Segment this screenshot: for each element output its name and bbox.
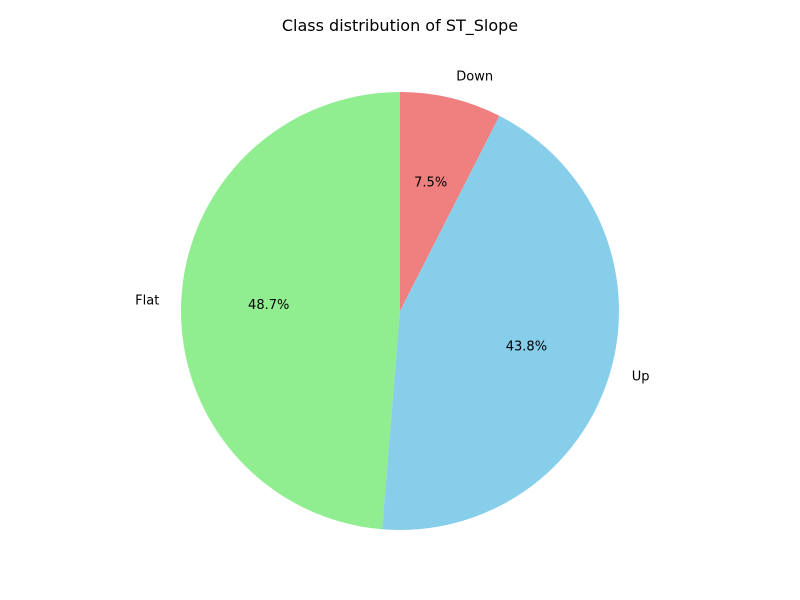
pie-slice-up xyxy=(382,115,619,530)
slice-percent-up: 43.8% xyxy=(506,339,547,354)
slice-label-up: Up xyxy=(632,369,650,384)
chart-title: Class distribution of ST_Slope xyxy=(282,16,518,36)
pie-slice-flat xyxy=(181,92,400,530)
pie-slices xyxy=(181,92,619,530)
slice-percent-flat: 48.7% xyxy=(248,298,289,313)
pie-labels: Flat 48.7% Up 43.8% Down 7.5% xyxy=(135,69,649,384)
slice-percent-down: 7.5% xyxy=(414,176,447,191)
slice-label-down: Down xyxy=(456,69,493,84)
slice-label-flat: Flat xyxy=(135,294,159,309)
pie-slice-down xyxy=(400,92,500,311)
